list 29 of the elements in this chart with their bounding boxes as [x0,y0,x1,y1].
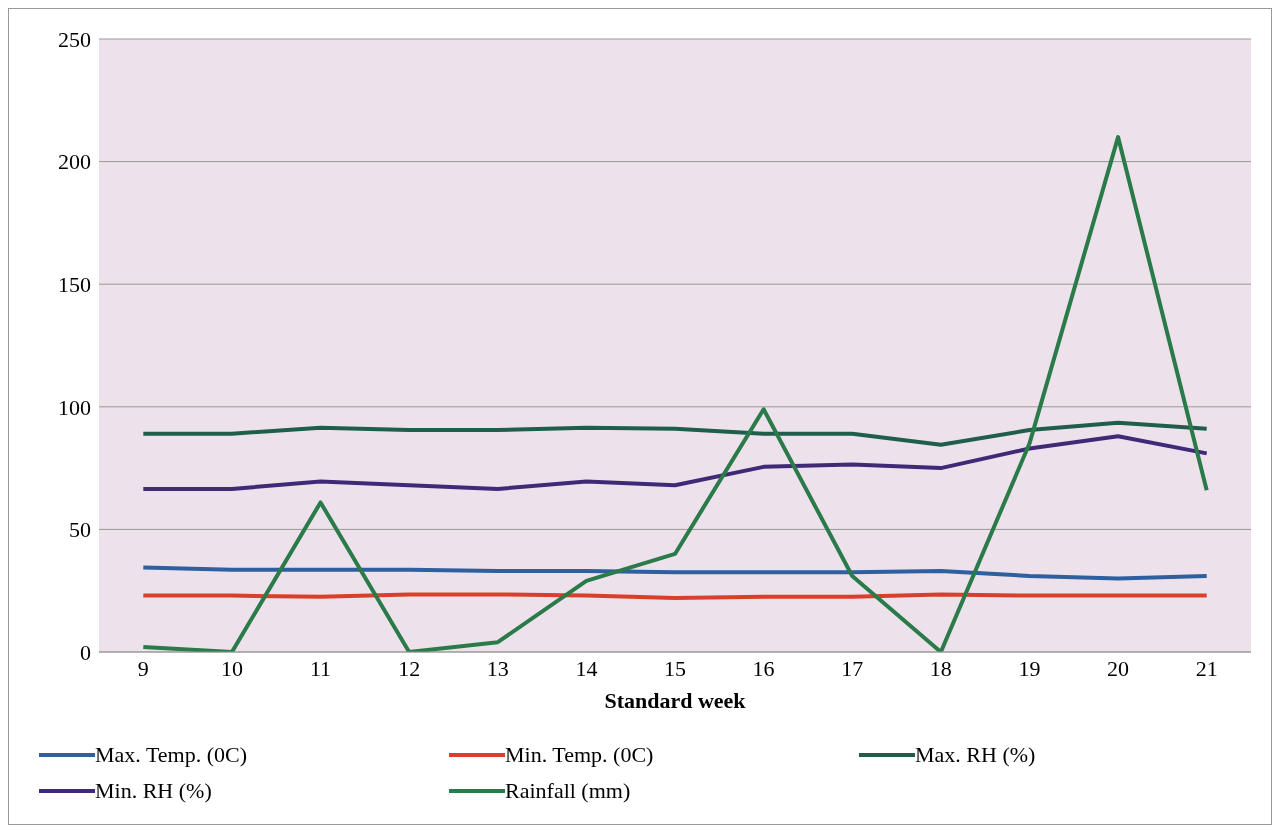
line-series [141,420,1209,447]
line-series [141,135,1209,652]
x-tick-label: 16 [752,655,775,681]
x-axis-title: Standard week [604,687,747,713]
line-series [141,434,1209,491]
legend-label: Max. Temp. (0C) [95,742,248,768]
y-tick-label: 200 [58,149,91,175]
x-tick-label: 13 [486,655,509,681]
y-tick-label: 100 [58,394,91,420]
x-tick-label: 10 [220,655,243,681]
x-tick-label: 9 [137,655,149,681]
x-tick-label: 18 [929,655,952,681]
y-tick-label: 150 [58,272,91,298]
x-tick-label: 11 [309,655,332,681]
x-tick-label: 12 [398,655,421,681]
x-tick-label: 15 [664,655,686,681]
legend-label: Min. RH (%) [95,778,212,804]
x-tick-label: 21 [1195,655,1218,681]
x-tick-label: 17 [841,655,864,681]
legend-label: Min. Temp. (0C) [505,742,654,768]
y-tick-label: 0 [80,639,91,665]
x-tick-label: 19 [1018,655,1041,681]
line-series [141,565,1209,581]
y-tick-label: 50 [69,517,91,543]
legend-label: Max. RH (%) [915,742,1036,768]
y-tick-label: 250 [58,26,91,52]
legend-label: Rainfall (mm) [505,778,631,804]
x-tick-label: 20 [1107,655,1130,681]
x-tick-label: 14 [575,655,598,681]
